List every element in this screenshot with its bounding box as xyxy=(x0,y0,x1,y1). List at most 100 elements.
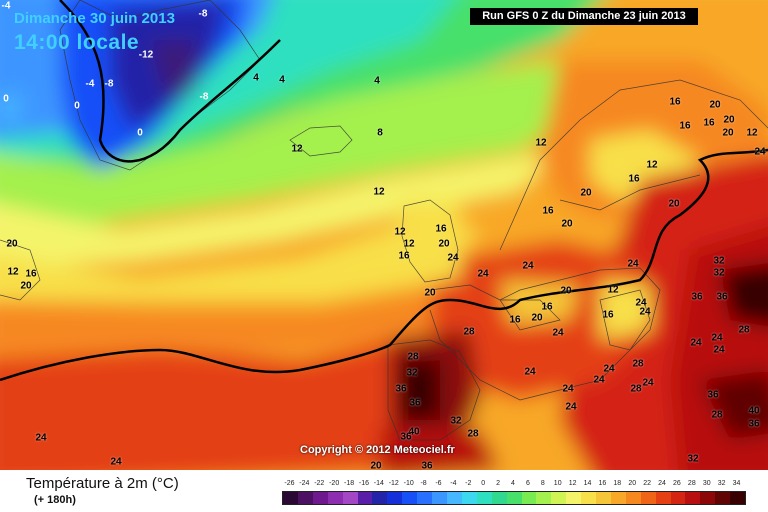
scale-tick-label: -2 xyxy=(465,480,472,487)
temperature-label: 36 xyxy=(691,291,703,303)
temperature-label: 20 xyxy=(722,127,734,139)
scale-tick-label: 6 xyxy=(525,480,530,487)
scale-tick-label: 34 xyxy=(732,480,741,487)
scale-swatch xyxy=(283,492,298,504)
temperature-label: 28 xyxy=(467,428,479,440)
temperature-label: -8 xyxy=(199,91,209,103)
scale-swatch xyxy=(566,492,582,504)
scale-swatch xyxy=(357,492,373,504)
temperature-label: 0 xyxy=(3,93,9,105)
temperature-label: 8 xyxy=(377,127,383,139)
temperature-label: 28 xyxy=(630,383,642,395)
scale-swatch xyxy=(685,492,701,504)
temperature-label: 12 xyxy=(403,238,415,250)
color-scale-ticks: -26 -24 -22 -20 -18 -16 -14 -12 -10 -8 -6 -4 -2 0 2 4 6 8… xyxy=(282,480,744,490)
scale-swatch xyxy=(610,492,626,504)
temperature-label: 16 xyxy=(542,205,554,217)
temperature-label: 20 xyxy=(560,285,572,297)
temperature-label: 24 xyxy=(642,377,654,389)
scale-tick-label: -4 xyxy=(450,480,457,487)
scale-tick-label: 24 xyxy=(658,480,666,487)
temperature-label: 24 xyxy=(522,260,534,272)
temperature-label: 24 xyxy=(565,401,577,413)
scale-tick-label: -20 xyxy=(329,480,340,487)
scale-swatch xyxy=(476,492,492,504)
model-run-info: Run GFS 0 Z du Dimanche 23 juin 2013 xyxy=(470,8,698,25)
scale-swatch xyxy=(596,492,611,504)
temperature-label: 20 xyxy=(531,312,543,324)
scale-tick-label: 14 xyxy=(583,480,592,487)
temperature-label: 16 xyxy=(25,268,37,280)
temperature-label: 28 xyxy=(632,358,644,370)
temperature-label: 0 xyxy=(74,100,80,112)
scale-tick-label: 28 xyxy=(687,480,696,487)
scale-tick-label: -10 xyxy=(403,480,414,487)
temperature-label: 20 xyxy=(668,198,680,210)
scale-tick-label: -6 xyxy=(435,480,442,487)
temperature-label: 32 xyxy=(687,453,699,465)
scale-swatch xyxy=(446,492,462,504)
temperature-label: 16 xyxy=(509,314,521,326)
temperature-label: 24 xyxy=(635,297,647,309)
scale-swatch xyxy=(372,492,388,504)
temperature-label: 20 xyxy=(370,460,382,472)
scale-swatch xyxy=(551,492,567,504)
temperature-label: 24 xyxy=(110,456,122,468)
temperature-label: 12 xyxy=(7,266,19,278)
scale-tick-label: 2 xyxy=(496,480,501,487)
forecast-date: Dimanche 30 juin 2013 xyxy=(14,10,175,27)
scale-swatch xyxy=(536,492,552,504)
temperature-label: 32 xyxy=(450,415,462,427)
temperature-label: 32 xyxy=(713,267,725,279)
scale-tick-label: -22 xyxy=(314,480,325,487)
scale-swatch xyxy=(387,492,403,504)
temperature-label: 28 xyxy=(407,351,419,363)
temperature-label: 36 xyxy=(421,460,433,472)
temperature-label: 24 xyxy=(754,146,766,158)
temperature-label: 40 xyxy=(748,405,760,417)
temperature-label: 12 xyxy=(746,127,758,139)
scale-swatch xyxy=(730,492,746,504)
temperature-label: 4 xyxy=(279,74,285,86)
temperature-label: 24 xyxy=(603,363,615,375)
temperature-label: 24 xyxy=(593,374,605,386)
temperature-label: 32 xyxy=(406,367,418,379)
scale-swatch xyxy=(327,492,343,504)
temperature-label: -8 xyxy=(198,8,208,20)
temperature-label: 20 xyxy=(438,238,450,250)
temperature-label: 0 xyxy=(137,127,143,139)
temperature-label: 24 xyxy=(524,366,536,378)
temperature-label: 36 xyxy=(395,383,407,395)
scale-tick-label: -24 xyxy=(299,480,310,487)
temperature-label: 16 xyxy=(435,223,447,235)
temperature-label: -4 xyxy=(85,78,95,90)
scale-swatch xyxy=(521,492,537,504)
temperature-label: 36 xyxy=(400,431,412,443)
scale-swatch xyxy=(700,492,716,504)
temperature-label: 28 xyxy=(711,409,723,421)
forecast-time: 14:00 locale xyxy=(14,31,140,54)
lead-time: (+ 180h) xyxy=(34,494,76,506)
temperature-map xyxy=(0,0,768,470)
temperature-label: 16 xyxy=(602,309,614,321)
temperature-label: 12 xyxy=(291,143,303,155)
temperature-label: 20 xyxy=(709,99,721,111)
temperature-label: 24 xyxy=(713,344,725,356)
scale-tick-label: 12 xyxy=(568,480,577,487)
scale-swatch xyxy=(655,492,671,504)
scale-swatch xyxy=(417,492,433,504)
temperature-label: 16 xyxy=(703,117,715,129)
scale-tick-label: -26 xyxy=(284,480,295,487)
scale-swatch xyxy=(297,492,313,504)
scale-swatch xyxy=(506,492,522,504)
temperature-label: 24 xyxy=(711,332,723,344)
scale-tick-label: 26 xyxy=(673,480,681,487)
temperature-label: 24 xyxy=(690,337,702,349)
color-scale-bar xyxy=(282,491,746,505)
scale-swatch xyxy=(491,492,507,504)
temperature-label: 28 xyxy=(463,326,475,338)
temperature-label: 16 xyxy=(669,96,681,108)
temperature-label: 32 xyxy=(713,255,725,267)
scale-swatch xyxy=(581,492,597,504)
